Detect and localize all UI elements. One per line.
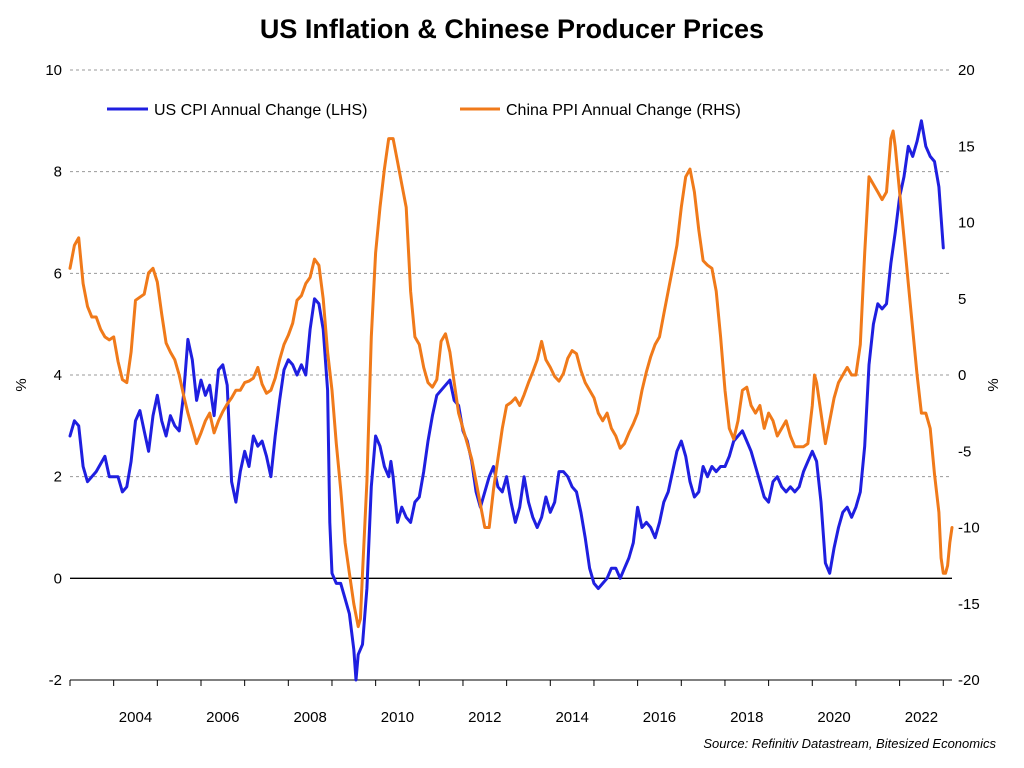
right-tick-label: 20 <box>958 62 975 79</box>
china-ppi-line <box>68 129 954 629</box>
legend: US CPI Annual Change (LHS) China PPI Annu… <box>107 102 741 119</box>
x-axis: 2004 2006 2008 2010 2012 2014 2016 2018 2020 2022 <box>69 679 952 726</box>
left-tick-label: 6 <box>54 265 62 282</box>
left-tick-label: 2 <box>54 469 62 486</box>
left-tick-label: 10 <box>45 62 62 79</box>
right-y-axis: 20 15 10 5 0 -5 -10 -15 -20 <box>958 62 980 689</box>
source-note: Source: Refinitiv Datastream, Bitesized … <box>703 736 996 751</box>
legend-label: US CPI Annual Change (LHS) <box>154 102 367 119</box>
x-tick-label: 2014 <box>555 709 588 726</box>
right-tick-label: 5 <box>958 291 966 308</box>
x-tick-label: 2004 <box>119 709 152 726</box>
left-y-axis: 10 8 6 4 2 0 -2 <box>45 62 62 689</box>
left-tick-label: 4 <box>54 367 62 384</box>
right-tick-label: 0 <box>958 367 966 384</box>
x-tick-label: 2020 <box>817 709 850 726</box>
us-cpi-line <box>68 119 945 682</box>
right-axis-label: % <box>985 378 1002 391</box>
left-axis-label: % <box>13 378 30 391</box>
legend-label: China PPI Annual Change (RHS) <box>506 102 741 119</box>
gridlines <box>70 69 952 681</box>
x-tick-label: 2006 <box>206 709 239 726</box>
x-tick-label: 2008 <box>293 709 326 726</box>
x-tick-label: 2016 <box>643 709 676 726</box>
x-tick-label: 2018 <box>730 709 763 726</box>
left-tick-label: 8 <box>54 164 62 181</box>
chart-title: US Inflation & Chinese Producer Prices <box>259 14 765 44</box>
right-tick-label: 15 <box>958 138 975 155</box>
x-tick-label: 2012 <box>468 709 501 726</box>
right-tick-label: -10 <box>958 520 980 537</box>
series-lines <box>68 119 954 682</box>
right-tick-label: -20 <box>958 672 980 689</box>
right-tick-label: -5 <box>958 443 971 460</box>
x-tick-label: 2022 <box>905 709 938 726</box>
x-tick-label: 2010 <box>381 709 414 726</box>
left-tick-label: 0 <box>54 570 62 587</box>
right-tick-label: -15 <box>958 596 980 613</box>
left-tick-label: -2 <box>49 672 62 689</box>
right-tick-label: 10 <box>958 215 975 232</box>
